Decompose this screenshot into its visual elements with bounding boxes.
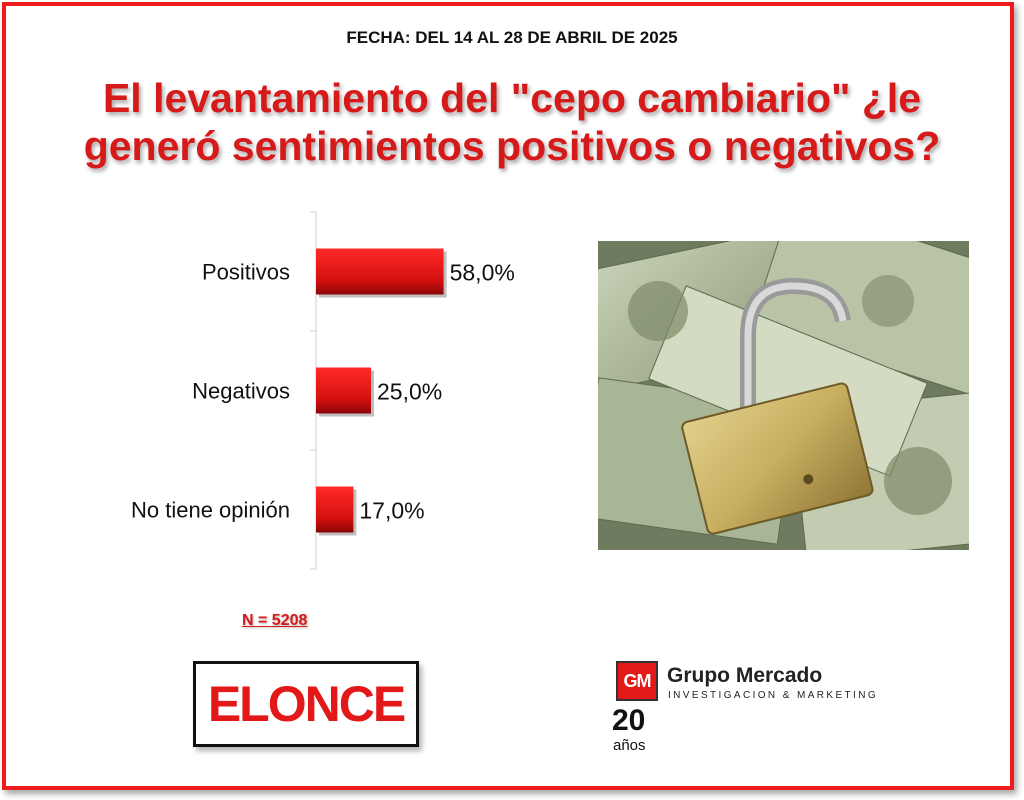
grupo-mercado-logo-icon: GM: [616, 661, 658, 701]
grupo-mercado-mark: GM: [623, 670, 652, 691]
category-label: Positivos: [202, 260, 290, 285]
anniversary-number: 20: [612, 704, 646, 737]
bar-chart: Positivos 58,0% Negativos 25,0% No tiene opi…: [131, 211, 515, 570]
survey-date: FECHA: DEL 14 AL 28 DE ABRIL DE 2025: [346, 28, 678, 47]
elonce-logo-text: ELONCE: [207, 676, 406, 732]
unlocked-padlock-on-dollar-bills-photo: [598, 241, 969, 550]
value-label: 25,0%: [377, 379, 442, 405]
page-title: El levantamiento del "cepo cambiario" ¿l…: [83, 75, 941, 169]
grupo-mercado-name: Grupo Mercado: [667, 664, 823, 687]
red-border-frame: [2, 2, 1014, 790]
sample-size: N = 5208: [242, 612, 308, 629]
category-label: No tiene opinión: [131, 498, 290, 523]
bar-0: [316, 248, 444, 295]
category-label: Negativos: [192, 379, 290, 404]
elonce-logo: ELONCE: [193, 661, 419, 747]
grupo-mercado-subtitle: INVESTIGACION & MARKETING: [668, 690, 879, 701]
value-label: 58,0%: [450, 260, 515, 286]
bar-1: [316, 367, 371, 414]
value-label: 17,0%: [359, 498, 424, 524]
anniversary-word: años: [613, 737, 646, 754]
bar-2: [316, 486, 354, 533]
